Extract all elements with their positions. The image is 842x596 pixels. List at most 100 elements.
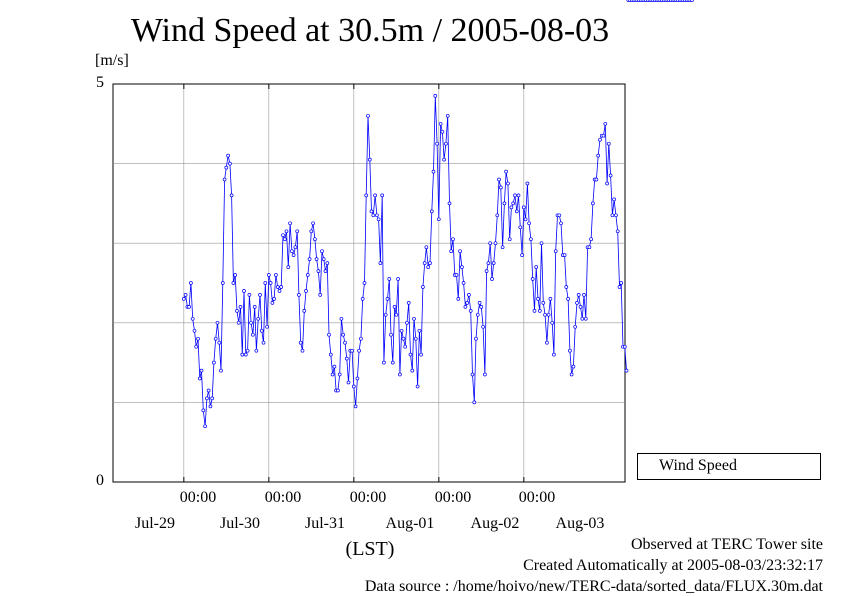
data-point [564,285,569,289]
data-point [385,297,390,301]
data-point [477,301,482,305]
x-time-label: 00:00 [349,489,387,506]
data-point [591,201,595,206]
data-point [589,237,593,242]
data-point [236,320,241,325]
data-point [444,141,448,146]
data-point [263,281,268,285]
data-point [573,324,578,329]
data-point [431,169,436,174]
data-point [428,261,432,265]
data-point [224,165,229,170]
data-point [467,293,471,297]
data-point [529,237,533,242]
data-point [690,0,694,2]
data-point [346,380,351,385]
data-point [215,320,220,325]
data-point [252,305,257,309]
data-point [219,368,223,373]
data-point [438,121,443,126]
data-point [254,348,259,353]
data-point [290,249,294,254]
x-date-label: Jul-29 [135,515,175,532]
y-tick-label: 0 [96,472,104,489]
data-point [424,245,429,250]
data-point [548,297,553,301]
data-point [187,305,191,309]
data-point [614,213,618,218]
data-point [619,281,624,285]
data-point [415,384,420,389]
data-point [498,185,503,190]
data-point [507,237,512,242]
data-point [383,312,388,317]
data-point [238,305,243,309]
data-point [206,388,211,393]
data-point [181,297,186,301]
data-point [502,201,507,206]
data-point [265,324,269,329]
grid-lines [113,84,625,482]
data-point [318,293,323,297]
data-point [527,221,531,226]
data-point [321,257,326,261]
data-point [583,316,588,321]
data-point [240,352,245,357]
data-point [339,316,344,321]
data-point [546,312,551,317]
data-point [559,221,563,226]
data-point [192,328,197,333]
data-point [392,305,397,309]
data-point [539,241,544,246]
data-point [243,352,248,357]
data-point [235,309,239,313]
legend-box [637,453,821,480]
data-point [463,305,468,309]
data-point [622,344,627,349]
data-point [456,297,461,301]
data-point [405,320,409,325]
data-point [305,273,310,277]
data-point [401,336,406,341]
data-point [422,261,427,265]
data-point [330,372,335,377]
data-point [332,364,337,369]
data-point [532,309,537,313]
data-point [274,273,278,277]
x-time-label: 00:00 [518,489,556,506]
data-point [293,245,298,250]
data-point [282,237,287,242]
data-point [582,293,586,297]
data-point [553,249,558,254]
data-point [208,404,213,409]
data-point [272,297,276,301]
data-point [571,364,576,369]
data-point [605,181,609,186]
data-point [364,193,369,198]
data-point [399,328,404,333]
data-point [545,340,549,345]
data-point [509,205,514,210]
y-tick-label: 5 [96,74,104,91]
data-point [189,281,193,285]
data-point [426,265,431,269]
data-point [313,237,317,242]
data-point [394,312,399,317]
data-point [320,249,324,254]
data-point [481,324,485,329]
data-point [286,265,291,269]
data-point [514,209,519,214]
data-point [199,368,204,373]
data-point [435,141,439,146]
data-point [440,129,445,134]
data-point [229,193,234,198]
data-point [504,169,508,174]
x-date-label: Aug-03 [555,515,605,532]
data-point [537,309,542,313]
data-point [316,269,321,273]
data-point [396,277,400,281]
data-point [408,352,413,357]
data-point [454,273,459,277]
x-date-label: Aug-01 [385,515,435,532]
